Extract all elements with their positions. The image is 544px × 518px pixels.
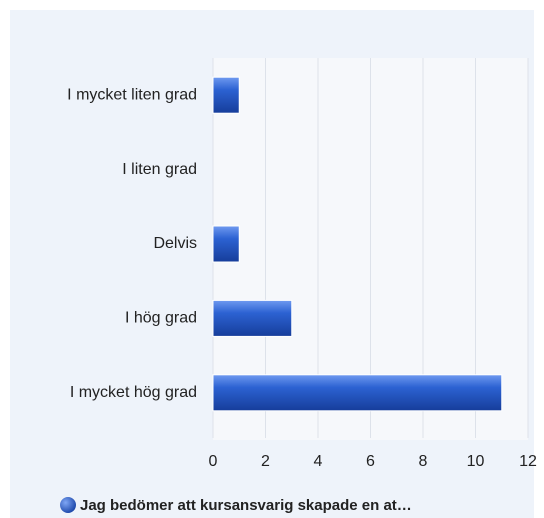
bar: [212, 374, 503, 412]
x-tick-label: 8: [419, 453, 428, 470]
y-tick-label: I liten grad: [122, 161, 197, 178]
x-tick-label: 0: [209, 453, 218, 470]
bar: [212, 76, 240, 114]
bar: [212, 225, 240, 263]
y-tick-label: I mycket liten grad: [67, 86, 197, 103]
x-tick-label: 12: [519, 453, 537, 470]
x-tick-label: 10: [467, 453, 485, 470]
y-tick-label: Delvis: [153, 235, 197, 252]
legend-marker: [60, 497, 76, 513]
bar: [212, 299, 293, 337]
x-tick-label: 6: [366, 453, 375, 470]
y-tick-label: I mycket hög grad: [70, 384, 197, 401]
x-tick-label: 4: [314, 453, 323, 470]
y-tick-label: I hög grad: [125, 310, 197, 327]
x-tick-label: 2: [261, 453, 270, 470]
legend-label: Jag bedömer att kursansvarig skapade en …: [80, 497, 412, 514]
